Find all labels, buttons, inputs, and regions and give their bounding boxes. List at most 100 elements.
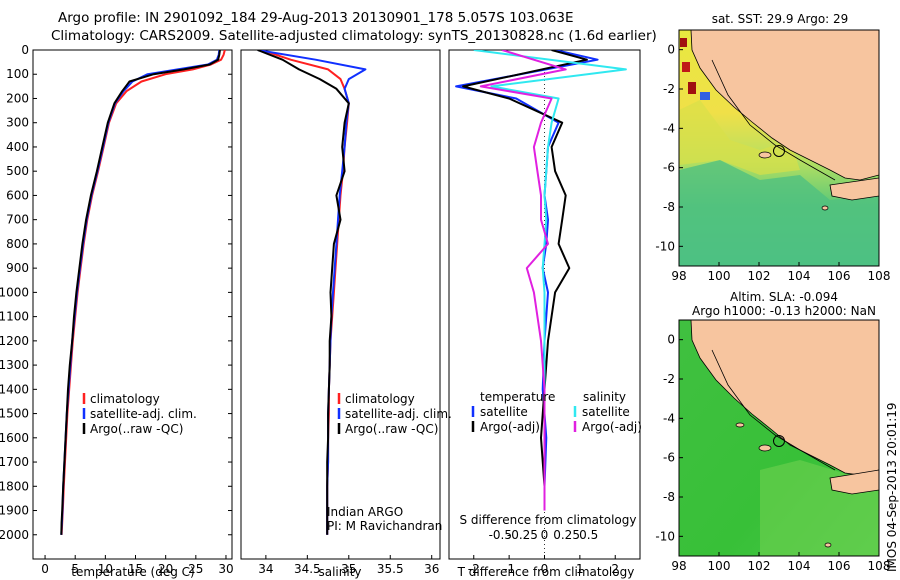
salinity-axis-label: salinity — [318, 565, 361, 579]
lon-tick-label: 98 — [671, 559, 686, 573]
salinity-series — [257, 50, 367, 535]
depth-tick-label: 900 — [6, 261, 29, 275]
temperature-legend: climatology satellite-adj. clim. Argo(..… — [82, 392, 197, 436]
temperature-series — [60, 50, 226, 535]
x-tick-label: 2 — [611, 562, 619, 576]
x-tick-label: 34.5 — [294, 562, 321, 576]
depth-tick-label: 1200 — [0, 334, 29, 348]
lon-tick-label: 100 — [708, 269, 731, 283]
legend-label-climatology: climatology — [345, 392, 415, 406]
legend-label-sal-satellite: satellite — [582, 405, 630, 419]
sst-map-frame — [678, 29, 880, 267]
s-tick-label: 0 — [541, 528, 549, 542]
sst-land-java — [829, 177, 879, 201]
sst-cool-patch — [679, 160, 879, 266]
legend-label-temp-argo: Argo(-adj) — [480, 420, 540, 434]
sla-map — [678, 319, 880, 557]
lat-tick-label: -4 — [663, 411, 675, 425]
lat-tick-label: -2 — [663, 82, 675, 96]
sla-map-title-1: Altim. SLA: -0.094 — [730, 290, 838, 304]
legend-label-argo: Argo(..raw -QC) — [90, 422, 183, 436]
sst-argo-marker — [773, 145, 785, 157]
legend-label-temp-satellite: satellite — [480, 405, 528, 419]
sst-contour — [711, 59, 836, 181]
depth-tick-label: 200 — [6, 91, 29, 105]
legend-header-temperature: temperature — [480, 390, 555, 404]
lat-tick-label: -10 — [655, 529, 675, 543]
depth-tick-label: 2000 — [0, 528, 29, 542]
lon-tick-label: 108 — [868, 269, 891, 283]
lat-tick-label: 0 — [667, 43, 675, 57]
legend-label-satellite: satellite-adj. clim. — [90, 407, 197, 421]
depth-tick-label: 800 — [6, 237, 29, 251]
difference-legend: temperature satellite Argo(-adj) salinit… — [471, 390, 642, 434]
x-tick-label: 25 — [188, 562, 203, 576]
depth-tick-label: 1400 — [0, 382, 29, 396]
depth-tick-label: 0 — [21, 43, 29, 57]
sla-argo-marker — [773, 435, 785, 447]
salinity-legend: climatology satellite-adj. clim. Argo(..… — [337, 392, 452, 436]
lat-tick-label: 0 — [667, 333, 675, 347]
depth-tick-label: 1600 — [0, 431, 29, 445]
sla-map-frame — [678, 319, 880, 557]
legend-label-argo: Argo(..raw -QC) — [345, 422, 438, 436]
lon-tick-label: 106 — [828, 269, 851, 283]
difference-x-axis: -2 -1 0 1 2-0.5-0.25 0 0.25 0.5 — [468, 68, 619, 576]
sst-island — [758, 151, 772, 159]
depth-tick-label: 1500 — [0, 407, 29, 421]
salinity-x-axis: 34 34.5 35 35.5 36 — [258, 555, 439, 576]
title-line-2: Climatology: CARS2009. Satellite-adjuste… — [51, 28, 657, 44]
t-difference-axis-label: T difference from climatology — [457, 565, 635, 579]
depth-tick-label: 1900 — [0, 504, 29, 518]
depth-axis: 0 100 200 300 400 500 600 700 800 900 1000 1100 1200… — [0, 43, 37, 542]
sla-land-java — [829, 469, 879, 495]
x-tick-label: 35 — [341, 562, 356, 576]
sst-map-title: sat. SST: 29.9 Argo: 29 — [712, 12, 849, 26]
series-line — [479, 50, 567, 511]
x-tick-label: 0 — [541, 562, 549, 576]
imos-credit: IMOS 04-Sep-2013 20:01:19 — [885, 402, 899, 572]
series-line — [462, 50, 588, 511]
x-tick-label: 36 — [424, 562, 439, 576]
sla-island — [824, 542, 832, 548]
x-tick-label: 30 — [218, 562, 233, 576]
lat-tick-label: -6 — [663, 161, 675, 175]
sla-map-axes: 98 100 102 104 106 108 0 -2 -4 -6 -8 -10 — [655, 333, 890, 573]
sst-hot-pixel — [682, 62, 690, 72]
depth-tick-label: 500 — [6, 164, 29, 178]
lat-tick-label: -6 — [663, 451, 675, 465]
lat-tick-label: -10 — [655, 239, 675, 253]
x-tick-label: 0 — [41, 562, 49, 576]
legend-header-salinity: salinity — [583, 390, 626, 404]
sst-hot-pixel — [688, 82, 696, 94]
s-tick-label: 0.5 — [579, 528, 598, 542]
sla-island — [758, 444, 772, 452]
sla-map-title-2: Argo h1000: -0.13 h2000: NaN — [692, 304, 876, 318]
sst-cold-pixel — [700, 92, 710, 100]
lon-tick-label: 100 — [708, 559, 731, 573]
depth-tick-label: 1300 — [0, 358, 29, 372]
x-tick-label: 34 — [258, 562, 273, 576]
sst-island — [821, 205, 829, 211]
sst-land-sumatra — [690, 30, 879, 181]
x-tick-label: 20 — [158, 562, 173, 576]
depth-tick-label: 600 — [6, 188, 29, 202]
temperature-x-axis: 0 5 10 15 20 25 30 — [41, 49, 234, 576]
title-line-1: Argo profile: IN 2901092_184 29-Aug-2013… — [58, 10, 573, 26]
temperature-axis-label: temperature (deg C) — [71, 565, 194, 579]
x-tick-label: 10 — [98, 562, 113, 576]
legend-label-sal-argo: Argo(-adj) — [582, 420, 642, 434]
s-tick-label: 0.25 — [553, 528, 580, 542]
lon-tick-label: 98 — [671, 269, 686, 283]
depth-tick-label: 1800 — [0, 479, 29, 493]
series-line — [60, 50, 221, 535]
lon-tick-label: 102 — [748, 269, 771, 283]
depth-tick-label: 1700 — [0, 455, 29, 469]
sst-hot-pixel — [680, 38, 687, 47]
x-tick-label: -1 — [503, 562, 515, 576]
sst-map — [678, 29, 880, 267]
temperature-panel — [32, 49, 233, 560]
series-line — [257, 50, 350, 535]
x-tick-label: 1 — [576, 562, 584, 576]
